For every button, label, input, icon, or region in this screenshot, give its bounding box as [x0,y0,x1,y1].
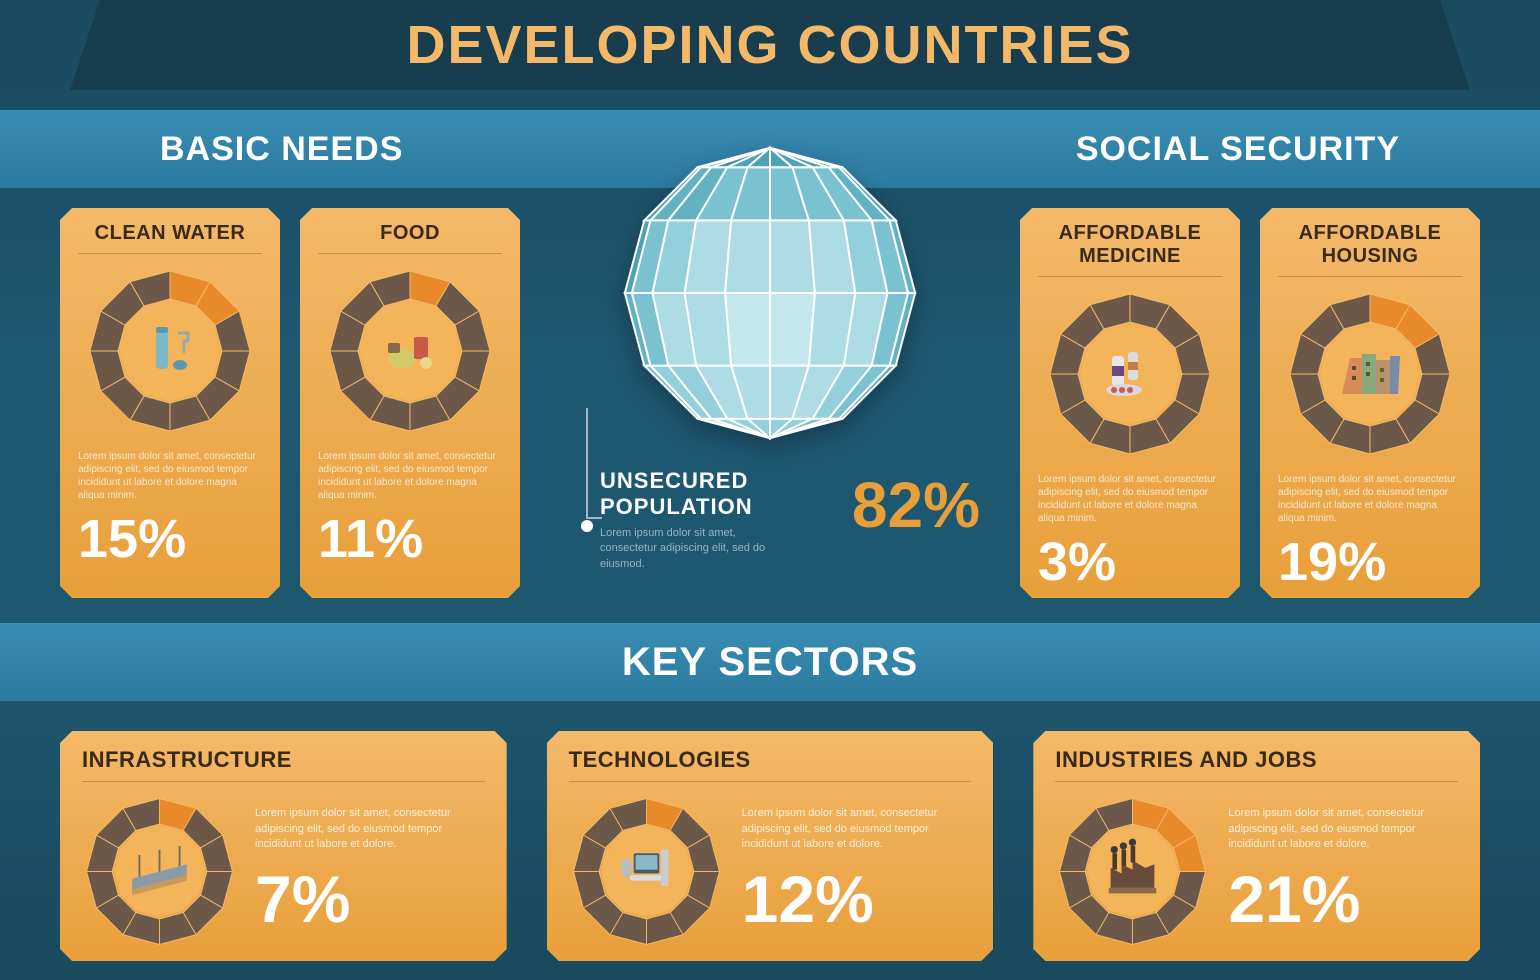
center-info: UNSECURED POPULATION Lorem ipsum dolor s… [540,468,1000,572]
card-pct: 15% [78,508,262,570]
card-pct: 12% [742,861,972,937]
center-globe-block: UNSECURED POPULATION Lorem ipsum dolor s… [540,208,1000,598]
center-pct: 82% [852,468,980,542]
donut-infra [82,794,237,949]
card-pct: 7% [255,861,485,937]
top-row: CLEAN WATER Lorem ipsum dolor sit amet, … [0,188,1540,598]
donut-tech [569,794,724,949]
title-band: DEVELOPING COUNTRIES [70,0,1470,90]
center-desc: Lorem ipsum dolor sit amet, consectetur … [600,526,780,572]
donut-medicine [1045,289,1215,459]
card-clean-water: CLEAN WATER Lorem ipsum dolor sit amet, … [60,208,280,598]
card-technologies: TECHNOLOGIES Lorem ipsum dolor sit amet,… [547,731,994,961]
card-desc: Lorem ipsum dolor sit amet, consectetur … [318,450,502,502]
card-infrastructure: INFRASTRUCTURE Lorem ipsum dolor sit ame… [60,731,507,961]
card-title: CLEAN WATER [78,222,262,254]
card-title: AFFORDABLE MEDICINE [1038,222,1222,277]
bottom-section: KEY SECTORS INFRASTRUCTURE Lorem ipsum d… [0,623,1540,961]
social-security-label: SOCIAL SECURITY [1076,130,1400,169]
card-desc: Lorem ipsum dolor sit amet, consectetur … [78,450,262,502]
card-desc: Lorem ipsum dolor sit amet, consectetur … [742,806,972,852]
card-desc: Lorem ipsum dolor sit amet, consectetur … [1278,473,1462,525]
card-title: INDUSTRIES AND JOBS [1055,747,1458,782]
page-title: DEVELOPING COUNTRIES [406,14,1133,76]
card-pct: 11% [318,508,502,570]
card-housing: AFFORDABLE HOUSING Lorem ipsum dolor sit… [1260,208,1480,598]
card-desc: Lorem ipsum dolor sit amet, consectetur … [1038,473,1222,525]
donut-water [85,266,255,436]
card-title: INFRASTRUCTURE [82,747,485,782]
key-sectors-label: KEY SECTORS [0,640,1540,685]
basic-needs-label: BASIC NEEDS [160,130,403,169]
donut-food [325,266,495,436]
card-title: AFFORDABLE HOUSING [1278,222,1462,277]
key-sectors-band: KEY SECTORS [0,623,1540,701]
card-title: TECHNOLOGIES [569,747,972,782]
card-medicine: AFFORDABLE MEDICINE Lorem ipsum dolor si… [1020,208,1240,598]
donut-housing [1285,289,1455,459]
card-desc: Lorem ipsum dolor sit amet, consectetur … [1228,806,1458,852]
globe-icon [605,128,935,458]
card-desc: Lorem ipsum dolor sit amet, consectetur … [255,806,485,852]
card-pct: 19% [1278,531,1462,593]
center-title: UNSECURED POPULATION [600,468,828,520]
connector-line [572,408,602,538]
donut-industry [1055,794,1210,949]
card-food: FOOD Lorem ipsum dolor sit amet, consect… [300,208,520,598]
card-pct: 21% [1228,861,1458,937]
bottom-row: INFRASTRUCTURE Lorem ipsum dolor sit ame… [0,701,1540,961]
card-pct: 3% [1038,531,1222,593]
card-industries: INDUSTRIES AND JOBS Lorem ipsum dolor si… [1033,731,1480,961]
card-title: FOOD [318,222,502,254]
